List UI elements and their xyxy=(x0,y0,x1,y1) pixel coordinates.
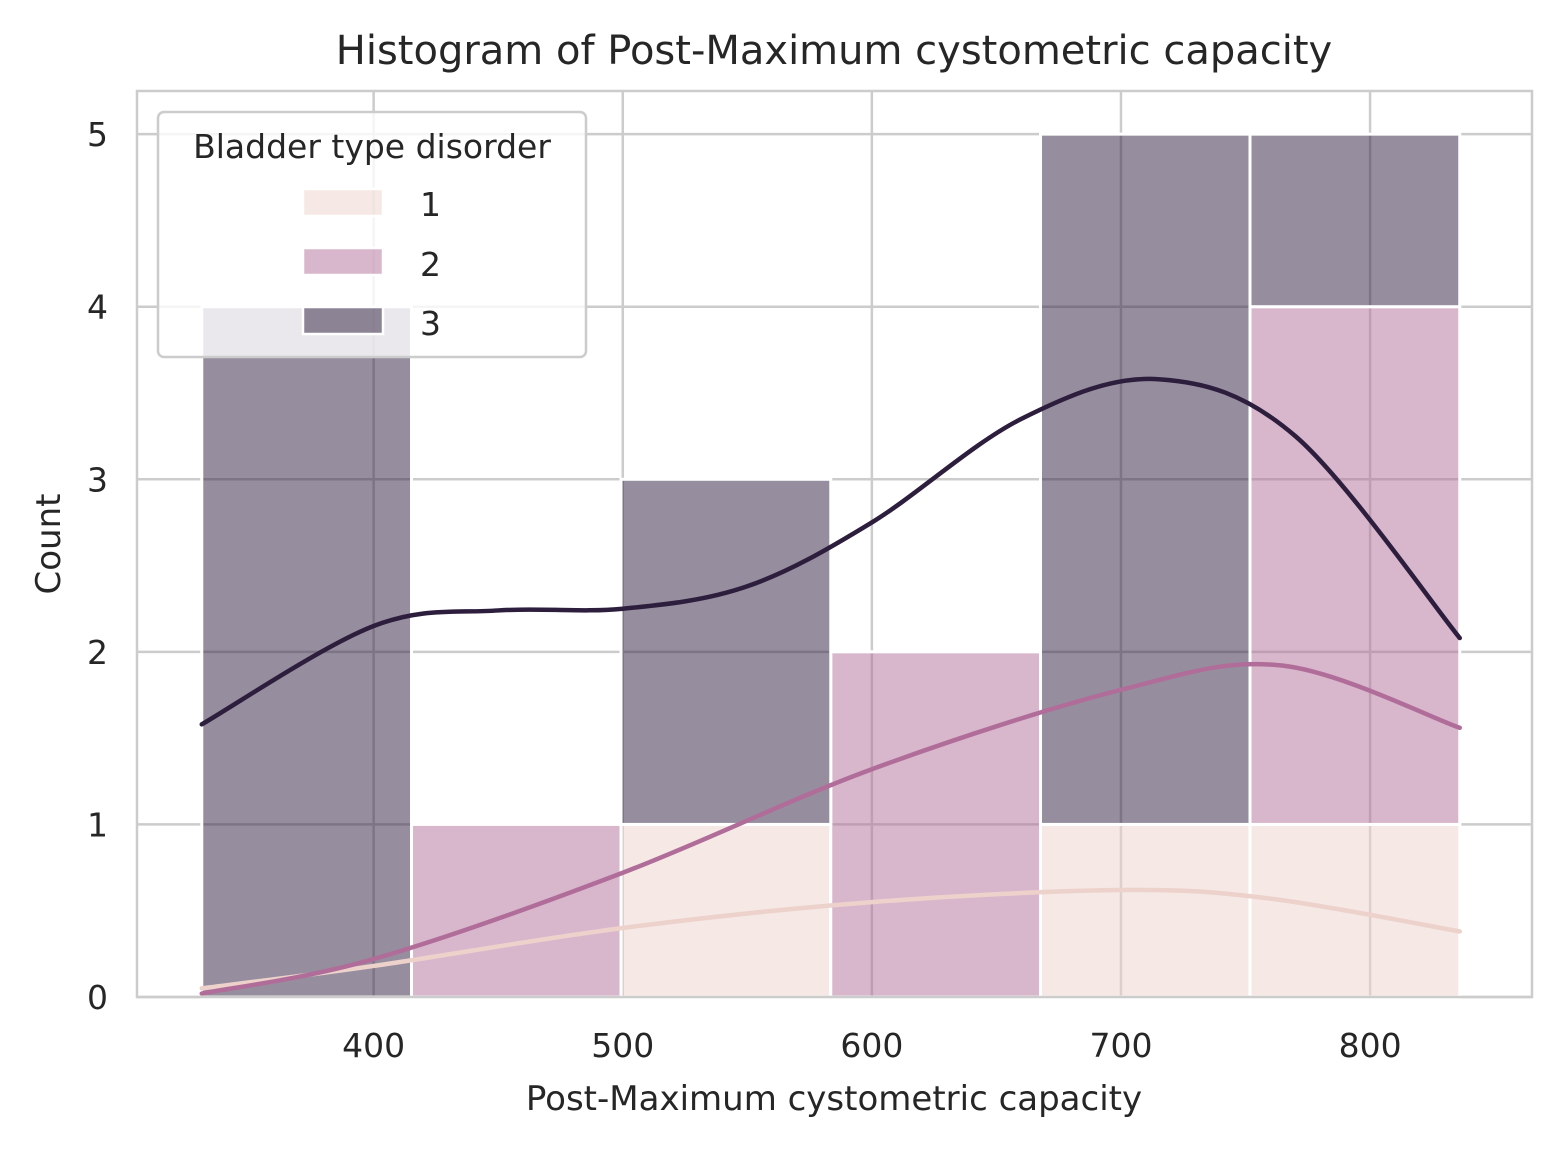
bar-series-3-bin-4 xyxy=(1039,132,1252,826)
bar-series-1-bin-2 xyxy=(619,822,833,999)
bar-series-1-bin-4 xyxy=(1039,822,1252,999)
legend-box xyxy=(156,110,588,359)
kde-curves xyxy=(199,376,1463,996)
x-axis-label: Post-Maximum cystometric capacity xyxy=(526,1079,1142,1119)
legend-label-2: 2 xyxy=(420,245,441,284)
y-tick-label-0: 0 xyxy=(87,978,108,1017)
legend-swatch-2 xyxy=(301,246,385,277)
y-tick-label-3: 3 xyxy=(87,460,108,499)
x-tick-label-500: 500 xyxy=(591,1026,654,1065)
x-tick-label-800: 800 xyxy=(1339,1026,1402,1065)
x-tick-label-600: 600 xyxy=(840,1026,903,1065)
legend-title: Bladder type disorder xyxy=(193,127,551,166)
bar-series-2-bin-5 xyxy=(1248,305,1462,826)
legend-swatch-3 xyxy=(301,305,385,336)
y-tick-label-1: 1 xyxy=(87,805,108,844)
x-tick-label-700: 700 xyxy=(1089,1026,1152,1065)
bar-series-3-bin-0 xyxy=(200,305,414,999)
kde-curve-1 xyxy=(199,887,1463,991)
kde-curve-2 xyxy=(199,661,1463,996)
y-axis-label: Count xyxy=(29,494,69,595)
histogram-bars xyxy=(200,132,1462,999)
y-tick-labels: 0 1 2 3 4 5 xyxy=(87,115,108,1017)
chart-title: Histogram of Post-Maximum cystometric ca… xyxy=(336,28,1332,74)
legend-label-3: 3 xyxy=(420,304,441,343)
x-tick-labels: 400 500 600 700 800 xyxy=(342,1026,1401,1065)
plot-frame xyxy=(135,89,1534,999)
y-tick-label-2: 2 xyxy=(87,633,108,672)
legend: Bladder type disorder 1 2 3 xyxy=(156,110,588,359)
bar-series-3-bin-5 xyxy=(1248,132,1462,309)
legend-swatch-1 xyxy=(301,187,385,218)
legend-label-1: 1 xyxy=(420,185,441,224)
x-tick-label-400: 400 xyxy=(342,1026,405,1065)
y-tick-label-5: 5 xyxy=(87,115,108,154)
kde-curve-3 xyxy=(199,376,1463,727)
y-tick-label-4: 4 xyxy=(87,288,108,327)
bar-series-3-bin-2 xyxy=(619,477,833,826)
bar-series-2-bin-3 xyxy=(829,650,1043,999)
